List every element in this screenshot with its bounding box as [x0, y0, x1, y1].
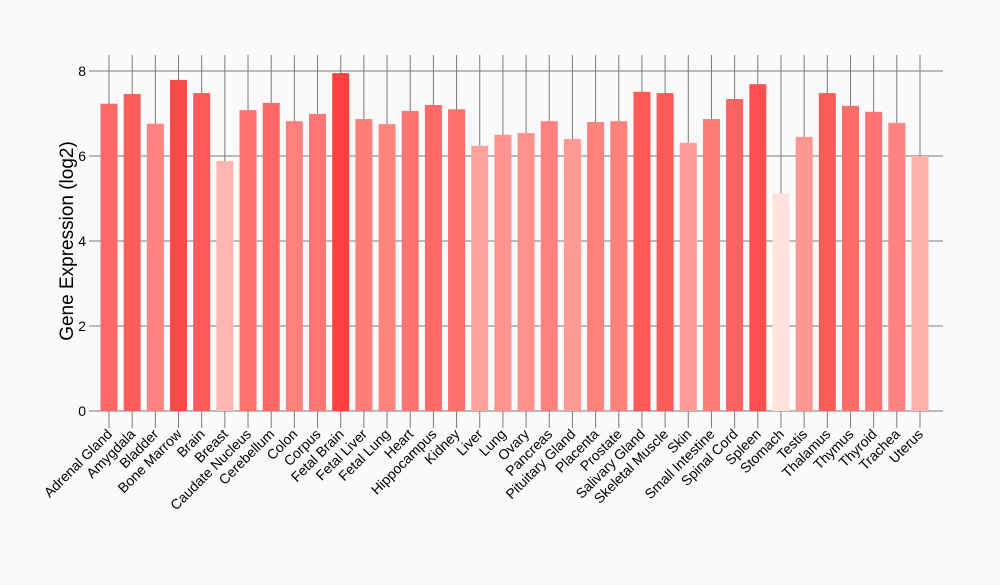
bar-brain	[193, 93, 211, 411]
bar-testis	[795, 136, 813, 411]
bar-fetal-liver	[355, 119, 373, 412]
bar-lung	[494, 134, 512, 411]
bar-bone-marrow	[170, 79, 188, 412]
bar-skin	[679, 142, 697, 411]
bar-trachea	[888, 122, 906, 411]
bar-thyroid	[865, 111, 883, 412]
bar-spinal-cord	[726, 99, 744, 412]
bar-caudate-nucleus	[239, 110, 257, 411]
bar-ovary	[517, 133, 535, 412]
bar-liver	[471, 145, 489, 412]
bar-spleen	[749, 84, 767, 412]
bar-cerebellum	[262, 102, 280, 411]
bar-thymus	[841, 105, 859, 411]
bar-amygdala	[123, 93, 141, 411]
y-tick-label: 0	[78, 403, 86, 419]
y-tick-label: 4	[78, 233, 86, 249]
y-axis: 0 2 4 6 8	[78, 63, 95, 419]
bar-prostate	[610, 121, 628, 412]
bar-kidney	[448, 109, 466, 411]
bar-heart	[401, 110, 419, 411]
y-tick-label: 6	[78, 148, 86, 164]
bar-small-intestine	[702, 119, 720, 412]
y-tick-label: 2	[78, 318, 86, 334]
bar-pituitary-gland	[563, 139, 581, 411]
bar-stomach	[772, 193, 790, 411]
bar-adrenal-gland	[100, 103, 118, 411]
bar-colon	[285, 121, 303, 412]
bar-salivary-gland	[633, 91, 651, 411]
bar-breast	[216, 161, 234, 411]
bar-corpus	[309, 113, 327, 412]
y-axis-label: Gene Expression (log2)	[57, 141, 78, 341]
bar-hippocampus	[424, 105, 442, 411]
bar-uterus	[911, 156, 929, 411]
bar-fetal-brain	[332, 73, 350, 411]
bar-fetal-lung	[378, 124, 396, 411]
bars	[100, 73, 929, 412]
bar-thalamus	[818, 93, 836, 411]
y-tick-label: 8	[78, 63, 86, 79]
bar-skeletal-muscle	[656, 93, 674, 411]
bar-bladder	[146, 123, 164, 411]
bar-placenta	[587, 122, 605, 411]
bar-pancreas	[540, 121, 558, 412]
